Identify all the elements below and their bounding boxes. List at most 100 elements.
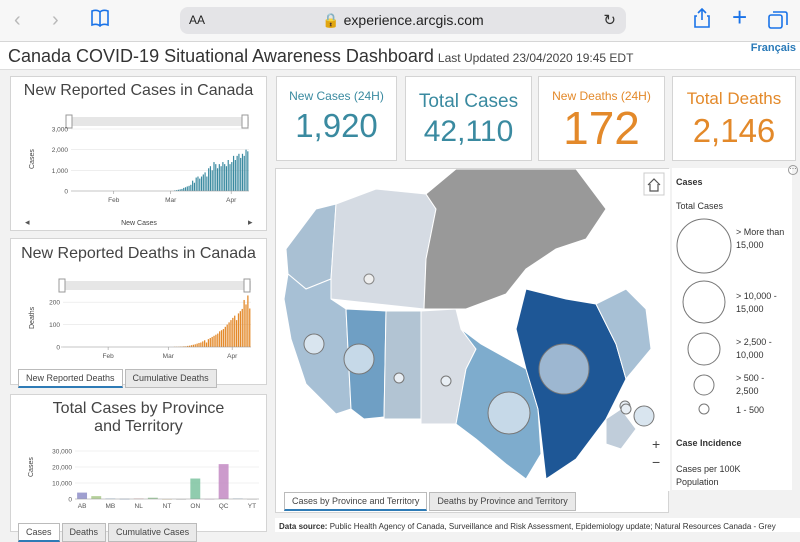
- x-tick-label: Mar: [163, 353, 175, 360]
- address-bar[interactable]: AA 🔒 experience.arcgis.com ↻: [180, 7, 626, 34]
- bubble-alberta[interactable]: [344, 344, 374, 374]
- share-icon[interactable]: [694, 8, 710, 33]
- chart-bar: [238, 313, 239, 347]
- canada-map[interactable]: + −: [276, 169, 670, 491]
- legend-item: > More than 15,000: [736, 226, 788, 252]
- x-tick-label: Apr: [227, 353, 238, 360]
- x-tick-label: Feb: [103, 353, 115, 360]
- bubble-quebec[interactable]: [539, 344, 589, 394]
- legend-item: 1 - 500: [736, 405, 764, 415]
- province-bar: [219, 464, 229, 499]
- legend-circle-xs: [699, 404, 709, 414]
- chart-bar: [217, 168, 218, 191]
- chart-bar: [212, 170, 213, 191]
- chart-bar: [242, 309, 243, 347]
- bubble-saskatchewan[interactable]: [394, 373, 404, 383]
- y-tick-label: 0: [68, 497, 72, 504]
- range-slider-track[interactable]: [69, 117, 249, 126]
- x-tick-label: NT: [163, 503, 172, 510]
- bubble-nwt[interactable]: [364, 274, 374, 284]
- range-slider-right-handle[interactable]: [242, 115, 248, 128]
- x-axis-label: New Cases: [121, 220, 157, 227]
- y-axis-label: Cases: [29, 149, 36, 169]
- legend-heading: Cases: [676, 177, 703, 187]
- kpi-total-cases: Total Cases 42,110: [405, 76, 532, 161]
- chart-bar: [224, 164, 225, 191]
- kpi-label: Total Cases: [406, 91, 531, 113]
- bubble-nb[interactable]: [621, 404, 631, 414]
- kpi-value: 172: [539, 101, 664, 155]
- y-tick-label: 2,000: [52, 147, 69, 154]
- reload-icon[interactable]: ↻: [603, 11, 616, 29]
- bubble-nova-scotia[interactable]: [634, 406, 654, 426]
- legend-incidence-sub: Cases per 100K Population: [676, 463, 756, 489]
- map-tabbar: Cases by Province and Territory Deaths b…: [284, 492, 576, 511]
- kpi-new-deaths: New Deaths (24H) 172: [538, 76, 665, 161]
- x-tick-label: Feb: [108, 197, 120, 204]
- dashboard-header: Canada COVID-19 Situational Awareness Da…: [0, 42, 800, 70]
- chart-bar: [219, 164, 220, 191]
- chart-bar: [197, 177, 198, 191]
- tab-cases-by-province[interactable]: Cases by Province and Territory: [284, 492, 427, 511]
- chart-bar: [240, 158, 241, 191]
- range-slider-left-handle[interactable]: [59, 279, 65, 292]
- chart-bar: [219, 331, 220, 347]
- bookmarks-icon[interactable]: [90, 9, 110, 32]
- chart-bar: [243, 300, 244, 347]
- legend-circle-m: [688, 333, 720, 365]
- home-button[interactable]: [644, 173, 664, 195]
- scroll-right-icon[interactable]: ▸: [248, 217, 253, 227]
- chart-bar: [213, 162, 214, 191]
- chart-bar: [215, 335, 216, 347]
- legend-item: > 500 - 2,500: [736, 372, 788, 398]
- chart-bar: [221, 330, 222, 347]
- new-tab-icon[interactable]: +: [732, 6, 747, 28]
- chart-bar: [183, 188, 184, 191]
- forward-icon[interactable]: ›: [52, 9, 59, 31]
- tab-deaths[interactable]: Deaths: [62, 523, 107, 542]
- language-link[interactable]: Français: [751, 42, 796, 54]
- chart-bar: [210, 166, 211, 191]
- region-northwest-territories[interactable]: [331, 189, 436, 309]
- expand-icon[interactable]: ⋯: [788, 165, 798, 175]
- tab-cumulative-cases[interactable]: Cumulative Cases: [108, 523, 197, 542]
- bubble-bc[interactable]: [304, 334, 324, 354]
- chart-bar: [226, 166, 227, 191]
- back-icon[interactable]: ‹: [14, 9, 21, 31]
- scroll-left-icon[interactable]: ◂: [25, 217, 30, 227]
- x-tick-label: NL: [135, 503, 144, 510]
- tab-cases[interactable]: Cases: [18, 523, 60, 542]
- chart-bar: [244, 156, 245, 191]
- chart-bar: [235, 160, 236, 191]
- chart-bar: [208, 168, 209, 191]
- province-tabbar: Cases Deaths Cumulative Cases: [18, 523, 197, 542]
- zoom-out-button[interactable]: −: [652, 454, 660, 470]
- chart-bar: [217, 334, 218, 347]
- legend-item: > 2,500 - 10,000: [736, 336, 788, 362]
- zoom-in-button[interactable]: +: [652, 436, 660, 452]
- bubble-manitoba[interactable]: [441, 376, 451, 386]
- tab-deaths-by-province[interactable]: Deaths by Province and Territory: [429, 492, 575, 511]
- y-axis-label: Deaths: [29, 306, 36, 329]
- kpi-total-deaths: Total Deaths 2,146: [672, 76, 796, 161]
- legend-item: > 10,000 - 15,000: [736, 290, 788, 316]
- chart-bar: [193, 345, 194, 347]
- range-slider-track[interactable]: [61, 281, 251, 290]
- map-panel[interactable]: + − Cases by Province and Territory Deat…: [275, 168, 669, 513]
- chart-bar: [201, 177, 202, 191]
- y-tick-label: 1,000: [52, 168, 69, 175]
- range-slider-right-handle[interactable]: [244, 279, 250, 292]
- tabs-icon[interactable]: [768, 10, 788, 35]
- chart-bar: [203, 174, 204, 191]
- browser-toolbar: ‹ › AA 🔒 experience.arcgis.com ↻ +: [0, 0, 800, 42]
- chart-bar: [215, 164, 216, 191]
- region-saskatchewan[interactable]: [384, 311, 421, 419]
- province-bar: [77, 493, 87, 499]
- province-chart-panel: Total Cases by Province and Territory Ca…: [10, 394, 267, 532]
- chart-bar: [228, 322, 229, 347]
- new-cases-chart-panel: New Reported Cases in Canada Cases 3,000…: [10, 76, 267, 231]
- url-text: 🔒 experience.arcgis.com: [180, 12, 626, 29]
- tab-cumulative-deaths[interactable]: Cumulative Deaths: [125, 369, 217, 388]
- bubble-ontario[interactable]: [488, 392, 530, 434]
- tab-new-reported-deaths[interactable]: New Reported Deaths: [18, 369, 123, 388]
